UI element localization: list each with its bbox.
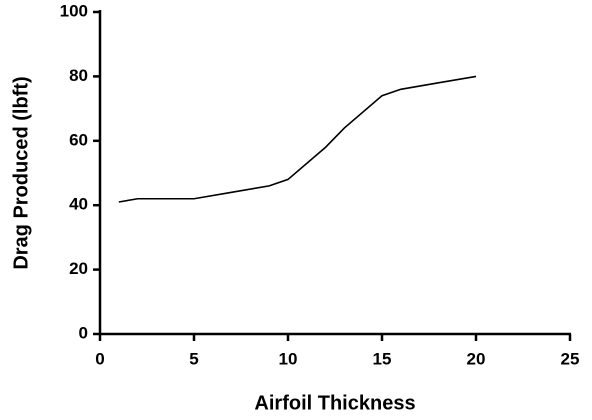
x-tick-label: 5 — [189, 349, 198, 368]
x-tick-label: 25 — [561, 349, 580, 368]
y-axis-label: Drag Produced (lbft) — [10, 76, 32, 269]
y-tick-label: 60 — [69, 130, 88, 149]
y-tick-label: 40 — [69, 195, 88, 214]
data-line — [118, 75, 477, 203]
x-tick-label: 10 — [279, 349, 298, 368]
x-tick-label: 0 — [95, 349, 104, 368]
x-axis-label: Airfoil Thickness — [254, 392, 415, 414]
y-tick-label: 80 — [69, 66, 88, 85]
y-tick-label: 0 — [79, 323, 88, 342]
x-tick-label: 15 — [373, 349, 392, 368]
y-tick-label: 20 — [69, 259, 88, 278]
x-tick-label: 20 — [467, 349, 486, 368]
y-tick-label: 100 — [60, 1, 88, 20]
